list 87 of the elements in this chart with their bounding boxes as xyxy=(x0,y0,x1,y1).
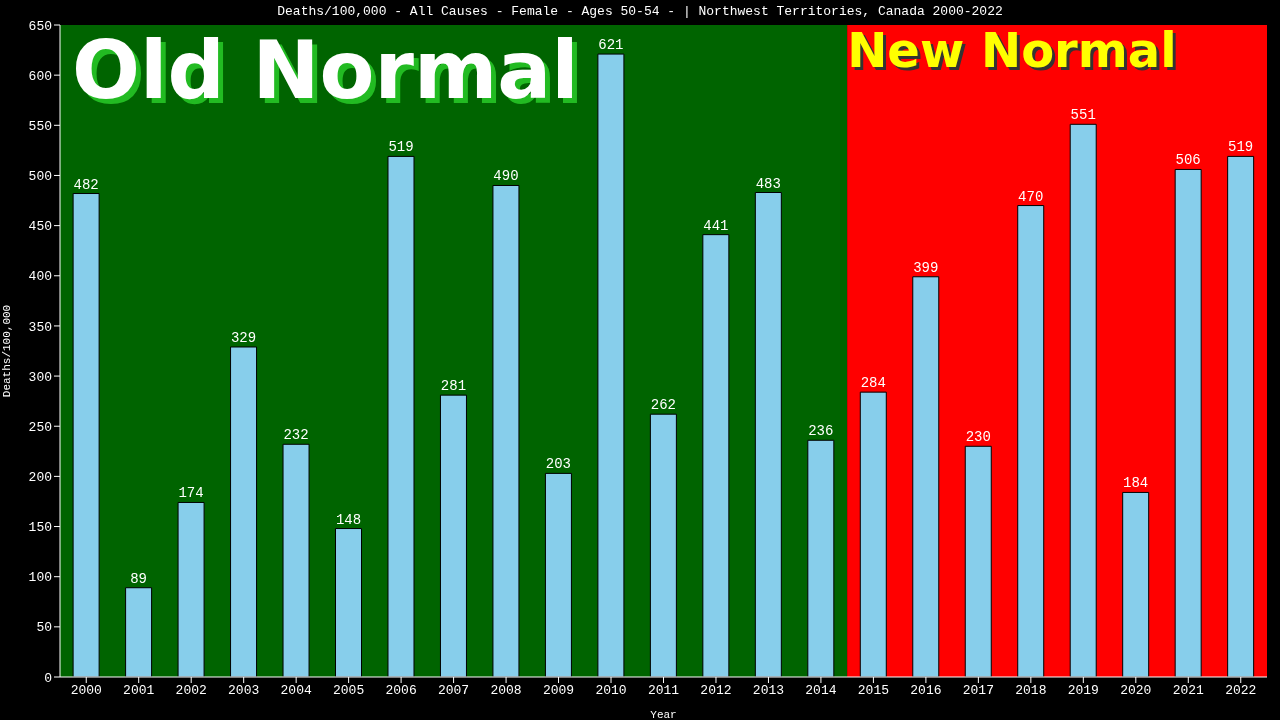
x-tick-label: 2009 xyxy=(542,683,575,699)
band-label: New Normal xyxy=(850,25,1180,81)
x-tick-label: 2021 xyxy=(1172,683,1205,699)
x-tick-label: 2002 xyxy=(175,683,207,699)
y-tick-label: 450 xyxy=(28,219,52,235)
bar xyxy=(177,501,205,677)
y-tick-label: 500 xyxy=(28,169,52,185)
bar xyxy=(1069,123,1097,677)
y-tick-label: 350 xyxy=(28,319,52,335)
data-label: 148 xyxy=(335,511,362,528)
x-axis-title: Year xyxy=(650,709,677,720)
data-label: 399 xyxy=(913,259,939,276)
x-tick-label: 2018 xyxy=(1015,683,1047,699)
data-label: 236 xyxy=(808,423,834,440)
data-label: 482 xyxy=(73,176,99,193)
bar xyxy=(1017,205,1045,677)
chart-title: Deaths/100,000 - All Causes - Female - Ages 50-54 - | Northwest Territories, Canada 2000-2022 xyxy=(276,4,1004,19)
data-label: 519 xyxy=(1228,139,1254,156)
data-label: 203 xyxy=(545,456,572,473)
x-tick-label: 2001 xyxy=(123,683,155,699)
data-label: 551 xyxy=(1070,107,1096,124)
y-tick-label: 400 xyxy=(28,269,52,285)
x-tick-label: 2000 xyxy=(70,683,102,699)
data-label: 262 xyxy=(650,397,676,414)
x-tick-label: 2015 xyxy=(857,683,890,699)
x-tick-label: 2008 xyxy=(490,683,522,699)
bar xyxy=(282,443,310,677)
y-tick-label: 300 xyxy=(28,369,52,385)
y-tick-label: 600 xyxy=(28,68,52,84)
data-label: 519 xyxy=(388,139,414,156)
data-label: 89 xyxy=(130,570,147,587)
data-label: 506 xyxy=(1175,152,1201,169)
data-label: 230 xyxy=(965,429,991,446)
x-tick-label: 2006 xyxy=(385,683,417,699)
bar xyxy=(702,234,730,677)
bar xyxy=(72,193,100,677)
x-tick-label: 2011 xyxy=(647,683,680,699)
x-tick-label: 2005 xyxy=(333,683,365,699)
data-label: 184 xyxy=(1123,475,1149,492)
x-tick-label: 2003 xyxy=(228,683,260,699)
x-tick-label: 2007 xyxy=(437,683,470,699)
bar xyxy=(439,394,467,677)
bar xyxy=(649,413,677,677)
bar xyxy=(492,184,520,677)
bar xyxy=(754,192,782,677)
bar xyxy=(125,587,153,677)
x-tick-label: 2019 xyxy=(1067,683,1099,699)
data-label: 470 xyxy=(1018,188,1044,205)
x-tick-label: 2016 xyxy=(910,683,942,699)
bar xyxy=(335,528,363,677)
y-tick-label: 50 xyxy=(36,620,52,636)
data-label: 232 xyxy=(283,427,309,444)
bar xyxy=(387,155,415,677)
y-tick-label: 0 xyxy=(44,670,52,686)
bar xyxy=(807,439,835,677)
x-tick-label: 2017 xyxy=(962,683,994,699)
data-label: 329 xyxy=(230,329,257,346)
y-tick-label: 150 xyxy=(28,520,52,536)
bar xyxy=(1174,168,1202,677)
x-tick-label: 2014 xyxy=(805,683,837,699)
data-label: 621 xyxy=(598,37,624,54)
bar xyxy=(230,346,258,677)
bar xyxy=(1227,155,1255,677)
data-label: 490 xyxy=(493,168,519,185)
y-tick-label: 650 xyxy=(28,18,52,34)
y-tick-label: 100 xyxy=(28,570,52,586)
data-label: 281 xyxy=(440,378,467,395)
x-tick-label: 2020 xyxy=(1120,683,1152,699)
y-tick-label: 250 xyxy=(28,419,52,435)
x-tick-label: 2012 xyxy=(700,683,732,699)
x-tick-label: 2013 xyxy=(752,683,785,699)
bar xyxy=(1122,491,1150,677)
data-label: 441 xyxy=(703,217,729,234)
x-tick-label: 2022 xyxy=(1225,683,1257,699)
bar xyxy=(859,391,887,677)
x-tick-label: 2010 xyxy=(595,683,627,699)
bar xyxy=(544,472,572,677)
y-tick-label: 200 xyxy=(28,470,52,485)
data-label: 174 xyxy=(178,485,204,502)
y-tick-label: 550 xyxy=(28,118,52,134)
bar xyxy=(964,445,992,677)
bar xyxy=(912,276,940,677)
x-tick-label: 2004 xyxy=(280,683,312,699)
data-label: 483 xyxy=(755,175,781,192)
data-label: 284 xyxy=(860,375,886,392)
y-axis-title: Deaths/100,000 xyxy=(0,304,13,398)
bar xyxy=(597,53,625,677)
